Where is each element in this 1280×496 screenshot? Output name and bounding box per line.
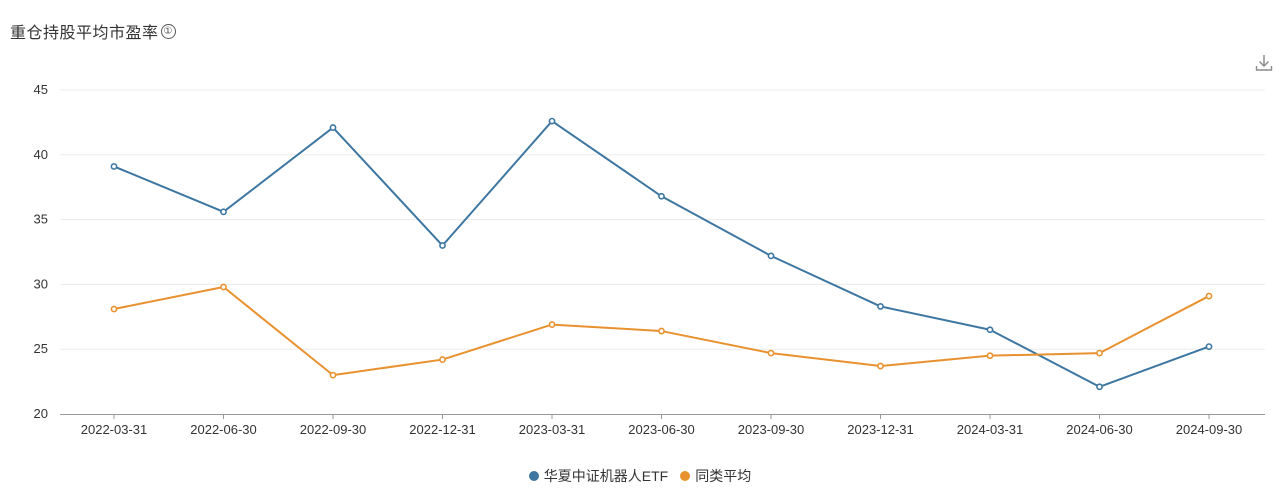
data-point-series-1[interactable] bbox=[110, 163, 118, 170]
data-point-series-1[interactable] bbox=[329, 124, 337, 131]
data-point-series-2[interactable] bbox=[439, 356, 446, 363]
chart-legend: 华夏中证机器人ETF 同类平均 bbox=[0, 466, 1280, 486]
x-tick-label: 2023-12-31 bbox=[847, 422, 914, 437]
chart-title: 重仓持股平均市盈率 bbox=[10, 25, 159, 42]
x-tick-label: 2022-09-30 bbox=[300, 422, 367, 437]
x-tick-label: 2024-09-30 bbox=[1176, 422, 1243, 437]
x-tick-label: 2022-06-30 bbox=[190, 422, 257, 437]
y-tick-label: 20 bbox=[34, 406, 48, 421]
legend-item-1[interactable]: 华夏中证机器人ETF bbox=[528, 466, 669, 486]
x-tick-label: 2022-03-31 bbox=[81, 422, 148, 437]
y-tick-label: 30 bbox=[34, 276, 48, 291]
data-point-series-1[interactable] bbox=[767, 252, 775, 260]
data-point-series-1[interactable] bbox=[1096, 383, 1103, 391]
data-point-series-2[interactable] bbox=[220, 283, 227, 291]
x-tick-label: 2024-06-30 bbox=[1066, 422, 1133, 437]
info-icon[interactable]: ① bbox=[160, 23, 176, 39]
x-tick-label: 2023-09-30 bbox=[738, 422, 805, 437]
data-point-series-1[interactable] bbox=[658, 192, 665, 200]
data-point-series-2[interactable] bbox=[986, 352, 994, 360]
data-point-series-1[interactable] bbox=[220, 208, 227, 216]
data-point-series-2[interactable] bbox=[877, 362, 884, 370]
y-tick-label: 40 bbox=[34, 147, 48, 162]
download-icon[interactable] bbox=[1254, 53, 1274, 73]
data-point-series-2[interactable] bbox=[329, 371, 337, 379]
y-tick-label: 35 bbox=[34, 212, 48, 227]
legend-label: 华夏中证机器人ETF bbox=[543, 468, 669, 484]
data-point-series-2[interactable] bbox=[548, 321, 556, 328]
data-point-series-1[interactable] bbox=[877, 303, 884, 310]
data-point-series-2[interactable] bbox=[1096, 349, 1103, 357]
legend-label: 同类平均 bbox=[695, 468, 752, 484]
legend-dot-icon bbox=[680, 471, 691, 481]
series-line-1 bbox=[113, 120, 1210, 388]
data-point-series-2[interactable] bbox=[110, 305, 118, 313]
x-tick-label: 2024-03-31 bbox=[957, 422, 1024, 437]
line-chart: 20 25 30 35 40 45 2022-03-31 2022-06-30 2022-09-… bbox=[34, 82, 1265, 437]
x-tick-label: 2022-12-31 bbox=[409, 422, 476, 437]
data-point-series-1[interactable] bbox=[986, 326, 994, 334]
y-tick-label: 25 bbox=[34, 341, 48, 356]
data-point-series-2[interactable] bbox=[658, 327, 665, 335]
x-tick-label: 2023-03-31 bbox=[519, 422, 586, 437]
y-tick-label: 45 bbox=[34, 82, 48, 97]
data-point-series-1[interactable] bbox=[439, 242, 446, 249]
x-tick-label: 2023-06-30 bbox=[628, 422, 695, 437]
data-point-series-2[interactable] bbox=[1205, 292, 1213, 300]
chart-title-row: 重仓持股平均市盈率 ① bbox=[10, 19, 176, 43]
data-point-series-1[interactable] bbox=[548, 117, 556, 125]
legend-dot-icon bbox=[528, 471, 539, 481]
data-point-series-1[interactable] bbox=[1205, 343, 1213, 351]
data-point-series-2[interactable] bbox=[767, 349, 775, 357]
legend-item-2[interactable]: 同类平均 bbox=[680, 466, 751, 486]
